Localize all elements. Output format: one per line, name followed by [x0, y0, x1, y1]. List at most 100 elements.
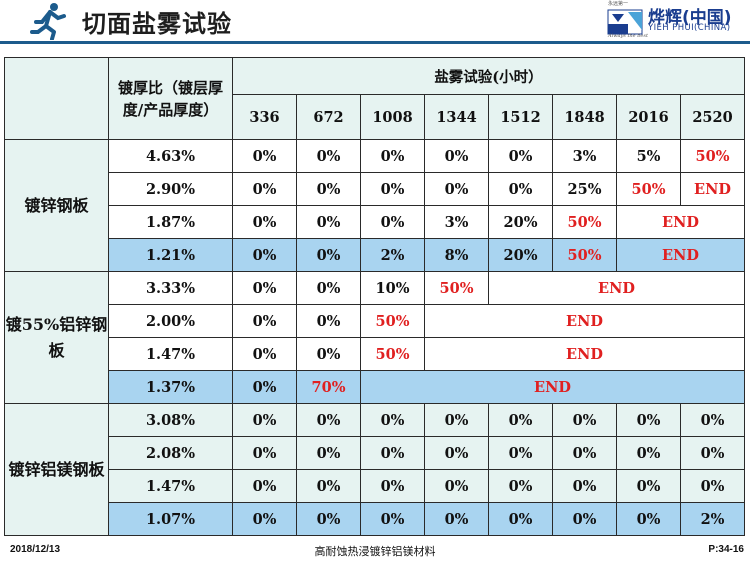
value-cell: 0% [424, 403, 489, 437]
ratio-cell: 1.87% [108, 205, 233, 239]
value-cell: 0% [232, 403, 297, 437]
value-cell: 5% [616, 139, 681, 173]
value-cell: 0% [552, 469, 617, 503]
hour-header-cell: 1848 [552, 94, 617, 140]
ratio-header: 镀厚比（镀层厚度/产品厚度） [108, 57, 233, 140]
company-logo-name: 烨辉(中国) [648, 8, 732, 28]
value-cell: 0% [296, 403, 361, 437]
table-row: 2.08% 0% 0% 0% 0% 0% 0% 0% 0% [5, 436, 745, 470]
value-cell: 0% [296, 469, 361, 503]
table-row: 镀锌铝镁钢板 3.08% 0% 0% 0% 0% 0% 0% 0% 0% [4, 403, 745, 536]
value-cell: 50% [552, 205, 617, 239]
blank-corner-cell [4, 57, 109, 140]
value-cell: 0% [232, 205, 297, 239]
value-cell: 0% [616, 469, 681, 503]
end-cell: END [424, 337, 745, 371]
value-cell: 0% [296, 337, 361, 371]
group-label: 镀锌铝镁钢板 [4, 403, 109, 536]
hour-header-cell: 1512 [488, 94, 553, 140]
value-cell: 0% [360, 436, 425, 470]
value-cell: 20% [488, 205, 553, 239]
hour-header-cell: 1008 [360, 94, 425, 140]
value-cell: 0% [296, 139, 361, 173]
table-row: 1.07% 0% 0% 0% 0% 0% 0% 0% 2% [5, 502, 745, 536]
value-cell: 50% [616, 172, 681, 206]
value-cell: 0% [552, 436, 617, 470]
value-cell: 0% [424, 436, 489, 470]
header-divider [0, 41, 750, 44]
salt-spray-table: 镀厚比（镀层厚度/产品厚度） 盐雾试验(小时） 336 672 1008 1344 15… [4, 57, 745, 536]
value-cell: 0% [296, 271, 361, 305]
value-cell: 70% [296, 370, 361, 404]
ratio-cell: 1.37% [108, 370, 233, 404]
end-cell: END [488, 271, 745, 305]
value-cell: 0% [360, 139, 425, 173]
page-number: P:34-16 [708, 544, 744, 555]
value-cell: 0% [424, 502, 489, 536]
company-logo-tagline: Always the best [608, 33, 648, 39]
value-cell: 2% [680, 502, 745, 536]
end-cell: END [680, 172, 745, 206]
slide-header: 切面盐雾试验 永远第一 烨辉(中国) YIEH PHUI(CHINA) Alwa… [0, 0, 750, 44]
table-row: 1.47% 0% 0% 0% 0% 0% 0% 0% 0% [5, 469, 745, 503]
hour-header-cell: 2520 [680, 94, 745, 140]
value-cell: 0% [360, 403, 425, 437]
value-cell: 8% [424, 238, 489, 272]
ratio-cell: 3.33% [108, 271, 233, 305]
table-row: 1.87% 0% 0% 0% 3% 20% 50% END [5, 205, 745, 239]
value-cell: 0% [552, 403, 617, 437]
ratio-cell: 1.47% [108, 469, 233, 503]
ratio-cell: 2.90% [108, 172, 233, 206]
value-cell: 0% [232, 139, 297, 173]
page-title: 切面盐雾试验 [82, 10, 232, 38]
value-cell: 0% [552, 502, 617, 536]
value-cell: 0% [232, 172, 297, 206]
value-cell: 3% [552, 139, 617, 173]
value-cell: 0% [616, 403, 681, 437]
end-cell: END [360, 370, 745, 404]
value-cell: 0% [360, 502, 425, 536]
ratio-cell: 1.47% [108, 337, 233, 371]
ratio-cell: 1.07% [108, 502, 233, 536]
value-cell: 0% [424, 172, 489, 206]
end-cell: END [616, 238, 745, 272]
logo-small-text: 永远第一 [608, 1, 629, 7]
value-cell: 0% [488, 502, 553, 536]
hour-header-cell: 336 [232, 94, 297, 140]
ratio-cell: 1.21% [108, 238, 233, 272]
value-cell: 50% [360, 337, 425, 371]
company-logo-subtitle: YIEH PHUI(CHINA) [648, 23, 731, 33]
value-cell: 0% [232, 436, 297, 470]
company-logo-icon [607, 9, 643, 35]
footer-title: 高耐蚀热浸镀锌铝镁材料 [314, 545, 436, 558]
value-cell: 20% [488, 238, 553, 272]
ratio-cell: 2.00% [108, 304, 233, 338]
group-label: 镀55%铝锌钢板 [4, 271, 109, 404]
value-cell: 3% [424, 205, 489, 239]
value-cell: 0% [232, 304, 297, 338]
value-cell: 50% [424, 271, 489, 305]
value-cell: 0% [296, 205, 361, 239]
table-row: 1.37% 0% 70% END [5, 370, 745, 404]
value-cell: 0% [680, 469, 745, 503]
value-cell: 0% [296, 304, 361, 338]
value-cell: 0% [360, 469, 425, 503]
value-cell: 0% [232, 238, 297, 272]
table-row: 镀锌钢板 4.63% 0% 0% 0% 0% 0% 3% 5% 50% [4, 139, 745, 272]
ratio-cell: 2.08% [108, 436, 233, 470]
value-cell: 0% [232, 337, 297, 371]
value-cell: 0% [424, 469, 489, 503]
value-cell: 0% [488, 172, 553, 206]
table-row: 1.47% 0% 0% 50% END [5, 337, 745, 371]
value-cell: 0% [296, 238, 361, 272]
value-cell: 0% [488, 403, 553, 437]
value-cell: 0% [296, 172, 361, 206]
value-cell: 50% [552, 238, 617, 272]
value-cell: 10% [360, 271, 425, 305]
value-cell: 0% [360, 172, 425, 206]
value-cell: 0% [296, 436, 361, 470]
value-cell: 0% [488, 139, 553, 173]
value-cell: 0% [680, 436, 745, 470]
value-cell: 0% [296, 502, 361, 536]
hour-header-cell: 672 [296, 94, 361, 140]
